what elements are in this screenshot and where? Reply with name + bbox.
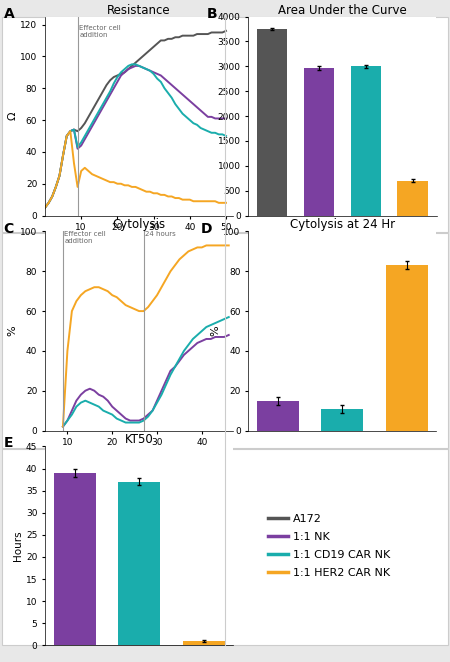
Title: KT50: KT50	[125, 434, 153, 446]
Text: C: C	[4, 222, 14, 236]
Title: Cytolysis at 24 Hr: Cytolysis at 24 Hr	[290, 218, 395, 232]
Text: E: E	[4, 436, 13, 450]
Text: Effector cell
addition: Effector cell addition	[79, 24, 121, 38]
Text: D: D	[201, 222, 213, 236]
Title: Area Under the Curve: Area Under the Curve	[278, 3, 407, 17]
Legend: A172, 1:1 NK, 1:1 CD19 CAR NK, 1:1 HER2 CAR NK: A172, 1:1 NK, 1:1 CD19 CAR NK, 1:1 HER2 …	[263, 510, 395, 582]
Bar	[321, 408, 363, 430]
Text: Effector cell
addition: Effector cell addition	[64, 232, 106, 244]
Y-axis label: Ω: Ω	[7, 112, 18, 120]
Title: Cytolysis: Cytolysis	[112, 218, 166, 232]
Bar	[257, 401, 299, 430]
Bar	[386, 265, 428, 430]
X-axis label: Hours: Hours	[124, 453, 154, 463]
X-axis label: Hours: Hours	[124, 238, 154, 248]
Bar	[304, 68, 334, 216]
Bar	[118, 482, 160, 645]
Y-axis label: %: %	[7, 326, 18, 336]
Title: Resistance: Resistance	[107, 3, 171, 17]
Bar	[257, 29, 287, 216]
Text: A: A	[4, 7, 14, 21]
Bar	[183, 641, 225, 645]
Bar	[397, 181, 428, 216]
Bar	[351, 66, 381, 216]
Text: 24 hours: 24 hours	[145, 232, 176, 238]
Y-axis label: %: %	[211, 326, 220, 336]
Y-axis label: Hours: Hours	[13, 531, 23, 561]
Text: B: B	[207, 7, 217, 21]
Bar	[54, 473, 95, 645]
